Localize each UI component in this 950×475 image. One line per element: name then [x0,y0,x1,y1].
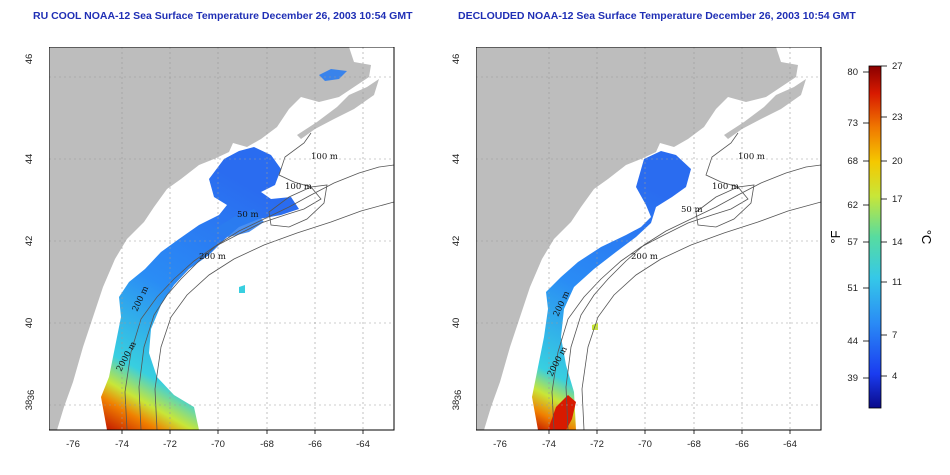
lat-tick-36: 36 [26,390,37,401]
lat-tick-40: 40 [24,318,35,329]
lat-tick-42: 42 [24,236,35,247]
c-tick-11: 11 [892,277,902,288]
celsius-axis-label: °C [919,230,934,245]
sst-field [532,151,691,430]
lat-tick-44: 44 [451,154,462,165]
land-mass [476,47,798,430]
lon-tick-m68: -68 [260,439,274,450]
left-map-title: RU COOL NOAA-12 Sea Surface Temperature … [33,10,413,22]
f-tick-57: 57 [847,237,858,248]
lon-tick-m66: -66 [308,439,322,450]
lat-tick-46: 46 [451,54,462,65]
f-tick-68: 68 [847,156,858,167]
contour-label-50m: 50 m [237,210,259,220]
f-tick-39: 39 [847,373,858,384]
c-tick-27: 27 [892,62,903,72]
nova-scotia-land [297,79,379,139]
lat-tick-36: 36 [453,390,464,401]
lon-tick-m70: -70 [638,439,652,450]
bathymetry-contours [551,132,821,430]
nova-scotia-land [724,79,806,139]
contour-label-100m-a: 100 m [311,152,338,162]
left-map-panel: 100 m 100 m 50 m 200 m 200 m 2000 m 46 4… [24,46,399,442]
c-tick-14: 14 [892,237,903,248]
lat-tick-38: 38 [24,400,35,411]
contour-label-100m-b: 100 m [712,182,739,192]
temperature-colorbar: 80 73 68 62 57 51 44 39 27 23 20 17 14 1… [828,61,940,427]
lon-tick-m66: -66 [735,439,749,450]
right-map-title: DECLOUDED NOAA-12 Sea Surface Temperatur… [458,10,856,22]
contour-label-50m: 50 m [681,205,703,215]
land-mass [49,47,371,430]
lon-tick-m76: -76 [66,439,80,450]
lat-tick-40: 40 [451,318,462,329]
f-tick-51: 51 [847,283,858,294]
lon-tick-m72: -72 [590,439,604,450]
lat-tick-44: 44 [24,154,35,165]
c-tick-17: 17 [892,194,903,205]
lon-tick-m74: -74 [542,439,556,450]
lon-tick-m64: -64 [783,439,797,450]
lon-tick-m68: -68 [687,439,701,450]
contour-label-100m-a: 100 m [738,152,765,162]
lat-tick-42: 42 [451,236,462,247]
fahrenheit-axis-label: °F [830,230,843,243]
c-tick-4: 4 [892,371,897,382]
bathymetry-contours [124,132,394,430]
contour-label-100m-b: 100 m [285,182,312,192]
f-tick-62: 62 [847,200,858,211]
lon-tick-m74: -74 [115,439,129,450]
f-tick-73: 73 [847,118,858,129]
colorbar-gradient [868,65,882,409]
lon-tick-m76: -76 [493,439,507,450]
lat-tick-38: 38 [451,400,462,411]
lon-tick-m72: -72 [163,439,177,450]
map-grid [476,47,821,430]
contour-label-200m-a: 200 m [199,252,226,262]
map-grid [49,47,394,430]
c-tick-23: 23 [892,112,903,123]
c-tick-20: 20 [892,156,903,167]
lon-tick-m70: -70 [211,439,225,450]
contour-label-200m-a: 200 m [631,252,658,262]
lon-tick-m64: -64 [356,439,370,450]
right-map-panel: 100 m 100 m 50 m 200 m 200 m 2000 m 46 4… [451,46,826,442]
lat-tick-46: 46 [24,54,35,65]
f-tick-80: 80 [847,67,858,78]
c-tick-7: 7 [892,330,897,341]
f-tick-44: 44 [847,336,858,347]
